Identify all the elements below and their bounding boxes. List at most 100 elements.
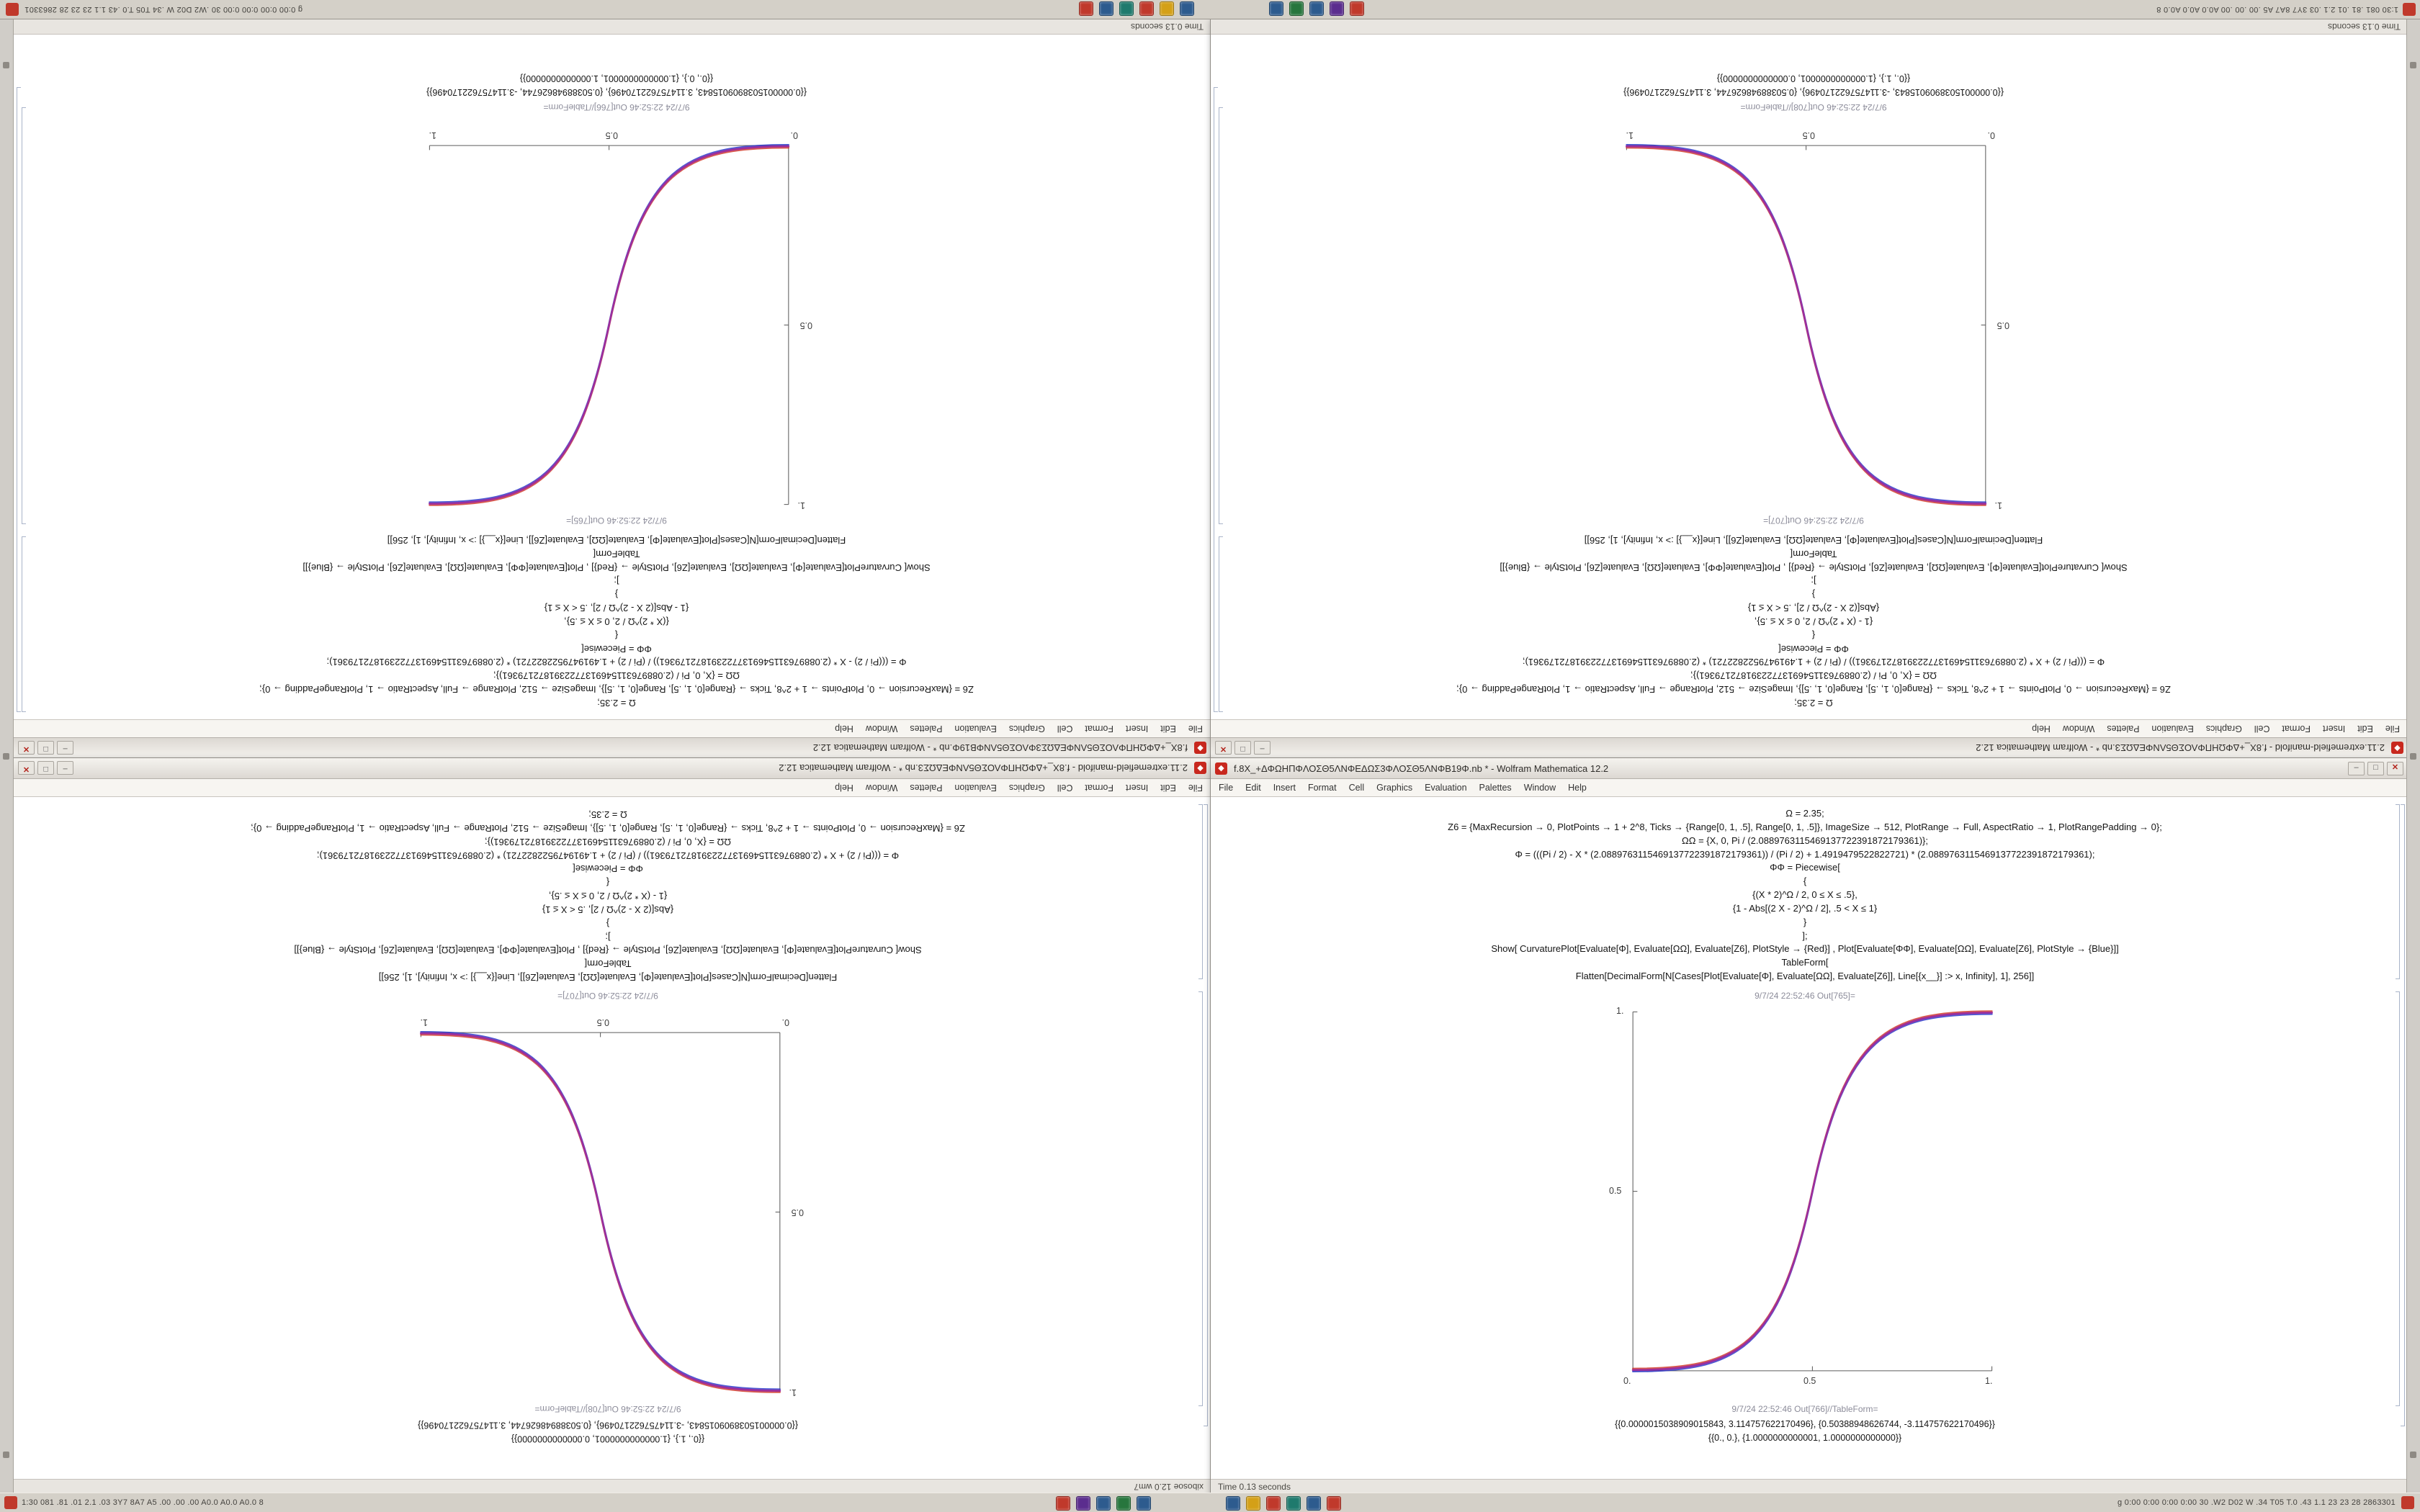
taskbar-app-icon[interactable] [1096,1496,1111,1511]
taskbar-app-icon[interactable] [1180,1,1194,16]
notebook-area[interactable]: Ω = 2.35; Z6 = {MaxRecursion → 0, PlotPo… [1211,797,2408,1479]
menu-edit[interactable]: Edit [1160,783,1176,793]
taskbar-app-icon[interactable] [1160,1,1174,16]
code-line[interactable]: {Abs[(2 X - 2)^Ω / 2], .5 < X ≤ 1} [1747,603,1880,614]
code-line[interactable]: Z6 = {MaxRecursion → 0, PlotPoints → 1 +… [251,822,965,834]
menu-palettes[interactable]: Palettes [910,783,943,793]
taskbar-app-icon[interactable] [1076,1496,1090,1511]
menu-evaluation[interactable]: Evaluation [954,724,997,734]
input-cell[interactable]: Ω = 2.35; Z6 = {MaxRecursion → 0, PlotPo… [35,533,1198,709]
taskbar-app-icon[interactable] [1079,1,1093,16]
code-line[interactable]: { [1811,629,1816,641]
minimize-button[interactable]: – [2348,761,2365,775]
menu-palettes[interactable]: Palettes [910,724,943,734]
code-line[interactable]: Φ = (((Pi / 2) + X * (2.0889763115469137… [316,850,900,861]
menu-window[interactable]: Window [2062,724,2095,734]
taskbar-corner-icon[interactable] [6,3,19,16]
menu-graphics[interactable]: Graphics [1008,783,1045,793]
menu-cell[interactable]: Cell [2254,724,2270,734]
code-line[interactable]: ΩΩ = {X, 0, Pi / (2.08897631154691377223… [1690,670,1937,682]
close-button[interactable]: ✕ [1215,741,1232,755]
code-line[interactable]: } [1811,589,1816,600]
code-line[interactable]: ΦΦ = Piecewise[ [1778,643,1849,654]
menu-edit[interactable]: Edit [1160,724,1176,734]
menu-help[interactable]: Help [2032,724,2051,734]
menu-file[interactable]: File [2385,724,2400,734]
left-dock[interactable] [0,19,14,1493]
minimize-button[interactable]: – [57,761,73,775]
code-line[interactable]: } [614,589,619,600]
taskbar-app-icon[interactable] [1307,1496,1321,1511]
window-titlebar[interactable]: ◆ 2.11.extremefield-manifold - f.8X_+ΔΦΩ… [14,758,1211,779]
notebook-area[interactable]: Ω = 2.35; Z6 = {MaxRecursion → 0, PlotPo… [14,797,1211,1479]
window-titlebar[interactable]: ◆ f.8X_+ΔΦΩΗΠΦΛΟΣΘ5ΛΝΦΕΔΩΣ3ΦΛΟΣΘ5ΛΝΦΒ19Φ… [14,737,1211,758]
taskbar-app-icon[interactable] [1139,1,1154,16]
menu-file[interactable]: File [1188,724,1203,734]
menu-help[interactable]: Help [835,783,853,793]
code-line[interactable]: ΩΩ = {X, 0, Pi / (2.08897631154691377223… [1682,834,1928,846]
minimize-button[interactable]: – [1254,741,1270,755]
menu-palettes[interactable]: Palettes [1479,783,1512,793]
cell-bracket[interactable] [22,107,26,525]
taskbar-app-icon[interactable] [1116,1496,1131,1511]
taskbar-app-icon[interactable] [1056,1496,1070,1511]
taskbar-corner-icon[interactable] [4,1496,17,1509]
menu-format[interactable]: Format [1085,783,1114,793]
code-line[interactable]: ]; [1811,575,1816,587]
menu-file[interactable]: File [1219,783,1234,793]
code-line[interactable]: Flatten[DecimalForm[N[Cases[Plot[Evaluat… [1584,534,2043,546]
menu-insert[interactable]: Insert [2323,724,2346,734]
code-line[interactable]: ΦΦ = Piecewise[ [573,863,643,875]
menu-edit[interactable]: Edit [2357,724,2373,734]
code-line[interactable]: TableForm[ [593,548,640,559]
code-line[interactable]: Ω = 2.35; [588,809,627,820]
input-cell[interactable]: Ω = 2.35; Z6 = {MaxRecursion → 0, PlotPo… [27,807,1189,984]
cell-bracket[interactable] [2401,804,2405,1427]
code-line[interactable]: { [606,877,610,888]
cell-bracket[interactable] [1219,107,1223,525]
menu-format[interactable]: Format [1307,783,1337,793]
cell-bracket[interactable] [17,87,21,712]
menu-cell[interactable]: Cell [1348,783,1365,793]
menu-insert[interactable]: Insert [1126,783,1149,793]
output-plot[interactable]: 0. 0.5 1. 1. 0.5 [406,1004,810,1399]
menu-graphics[interactable]: Graphics [2205,724,2242,734]
code-line[interactable]: {1 - (X * 2)^Ω / 2, 0 ≤ X ≤ .5}, [1754,616,1873,627]
code-line[interactable]: Z6 = {MaxRecursion → 0, PlotPoints → 1 +… [1456,684,2171,696]
code-line[interactable]: {1 - (X * 2)^Ω / 2, 0 ≤ X ≤ .5}, [548,890,668,901]
taskbar-app-icon[interactable] [1119,1,1134,16]
cell-bracket[interactable] [1219,536,1223,712]
cell-bracket[interactable] [1198,991,1203,1407]
menu-help[interactable]: Help [1568,783,1587,793]
taskbar-app-icon[interactable] [1266,1496,1281,1511]
notebook-area[interactable]: Ω = 2.35; Z6 = {MaxRecursion → 0, PlotPo… [14,35,1211,719]
code-line[interactable]: } [1803,916,1807,927]
cell-brackets[interactable] [1214,42,1223,712]
code-line[interactable]: Ω = 2.35; [597,698,636,708]
code-line[interactable]: ΩΩ = {X, 0, Pi / (2.08897631154691377223… [493,670,740,682]
code-line[interactable]: Ω = 2.35; [1794,698,1833,708]
code-line[interactable]: Show[ CurvaturePlot[Evaluate[Φ], Evaluat… [1491,943,2119,955]
menu-file[interactable]: File [1188,783,1203,793]
cell-bracket[interactable] [2396,991,2400,1407]
code-line[interactable]: Flatten[DecimalForm[N[Cases[Plot[Evaluat… [387,534,846,546]
cell-bracket[interactable] [1198,804,1203,980]
taskbar-app-icon[interactable] [1246,1496,1260,1511]
code-line[interactable]: ΦΦ = Piecewise[ [581,643,652,654]
code-line[interactable]: Φ = (((Pi / 2) - X * (2.0889763115469137… [326,657,907,668]
code-line[interactable]: {(X * 2)^Ω / 2, 0 ≤ X ≤ .5}, [564,616,669,627]
cell-brackets[interactable] [1198,804,1208,1472]
taskbar-app-icon[interactable] [1269,1,1283,16]
code-line[interactable]: {Abs[(2 X - 2)^Ω / 2], .5 < X ≤ 1} [542,904,674,915]
window-titlebar[interactable]: ◆ 2.11.extremefield-manifold - f.8X_+ΔΦΩ… [1211,737,2408,758]
cell-brackets[interactable] [2396,804,2405,1472]
menu-insert[interactable]: Insert [1126,724,1149,734]
taskbar-app-icon[interactable] [1137,1496,1151,1511]
menu-cell[interactable]: Cell [1057,783,1073,793]
menu-insert[interactable]: Insert [1273,783,1296,793]
taskbar-app-icon[interactable] [1350,1,1364,16]
close-button[interactable]: ✕ [18,741,35,755]
code-line[interactable]: Z6 = {MaxRecursion → 0, PlotPoints → 1 +… [1448,821,2162,832]
code-line[interactable]: { [614,629,619,641]
menu-graphics[interactable]: Graphics [1008,724,1045,734]
